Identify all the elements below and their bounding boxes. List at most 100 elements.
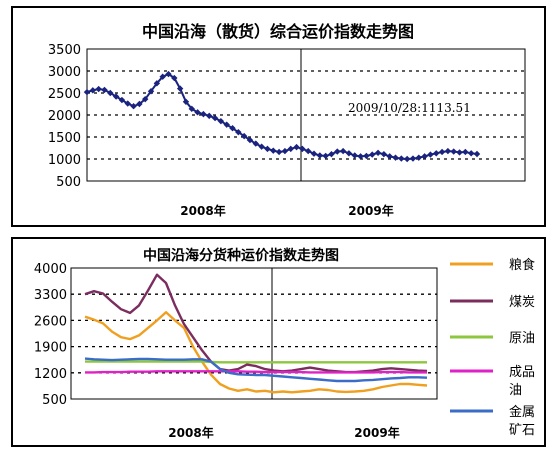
data-point bbox=[136, 100, 143, 108]
cargo-index-chart: 中国沿海分货种运价指数走势图 4000 3300 2600 1900 1200 500 200… bbox=[34, 247, 535, 440]
data-point bbox=[211, 114, 219, 122]
series-line-3 bbox=[85, 360, 427, 364]
data-point bbox=[223, 121, 230, 128]
data-point bbox=[159, 73, 166, 80]
data-point bbox=[456, 149, 463, 156]
legend-label-cont: 油 bbox=[509, 383, 522, 398]
composite-index-chart: 中国沿海（散货）综合运价指数走势图 3500 3000 2500 2000 1500 100… bbox=[48, 22, 526, 218]
y-tick-label: 2000 bbox=[48, 109, 81, 124]
data-point bbox=[83, 88, 91, 96]
composite-index-panel: 中国沿海（散货）综合运价指数走势图 3500 3000 2500 2000 1500 100… bbox=[11, 6, 546, 227]
legend-label: 成品 bbox=[509, 365, 535, 380]
y-tick-label: 500 bbox=[56, 175, 81, 190]
data-point bbox=[433, 150, 440, 157]
y-tick-label: 2600 bbox=[34, 314, 67, 329]
data-point bbox=[438, 148, 446, 156]
series-line-5 bbox=[84, 357, 428, 383]
data-point bbox=[357, 153, 364, 160]
data-point bbox=[165, 70, 172, 78]
legend-item: 成品油 bbox=[450, 365, 535, 398]
data-point bbox=[299, 145, 306, 153]
x-axis-label: 2009年 bbox=[348, 203, 393, 218]
x-axis-label: 2008年 bbox=[168, 425, 213, 440]
data-point bbox=[339, 147, 347, 155]
data-point bbox=[200, 110, 207, 118]
y-tick-label: 4000 bbox=[34, 262, 67, 277]
data-point bbox=[194, 109, 201, 116]
data-point bbox=[386, 153, 393, 160]
data-point bbox=[369, 151, 376, 158]
data-point bbox=[310, 150, 318, 157]
data-point bbox=[351, 152, 358, 159]
y-tick-label: 3500 bbox=[48, 43, 81, 58]
legend-label: 原油 bbox=[509, 331, 535, 346]
data-point bbox=[118, 96, 126, 104]
x-axis-label: 2008年 bbox=[180, 203, 225, 218]
data-point bbox=[188, 105, 195, 113]
last-value-annotation: 2009/10/28:1113.51 bbox=[348, 101, 471, 115]
series-line-2 bbox=[84, 273, 428, 374]
data-point bbox=[147, 88, 155, 95]
legend-label: 粮食 bbox=[509, 257, 535, 273]
series-line bbox=[86, 72, 478, 161]
data-point bbox=[112, 93, 120, 100]
chart-title: 中国沿海（散货）综合运价指数走势图 bbox=[142, 22, 414, 41]
data-point bbox=[153, 80, 161, 87]
data-point bbox=[252, 140, 260, 147]
data-point bbox=[462, 148, 469, 156]
data-point bbox=[107, 89, 114, 97]
data-point bbox=[444, 147, 452, 155]
data-point bbox=[467, 150, 475, 157]
y-tick-label: 1900 bbox=[34, 341, 67, 356]
y-tick-label: 2500 bbox=[48, 87, 81, 102]
data-point bbox=[380, 150, 388, 158]
legend-label-cont: 矿石 bbox=[509, 423, 535, 438]
data-point bbox=[217, 117, 225, 125]
data-point bbox=[316, 152, 324, 159]
y-tick-label: 3300 bbox=[34, 288, 67, 303]
series-line-4 bbox=[85, 370, 427, 374]
data-point bbox=[206, 112, 213, 120]
legend-item: 原油 bbox=[450, 331, 535, 346]
y-tick-label: 500 bbox=[42, 393, 67, 408]
data-point bbox=[235, 128, 242, 136]
data-point bbox=[275, 148, 283, 156]
data-point bbox=[363, 152, 370, 160]
data-point bbox=[89, 87, 97, 94]
data-point bbox=[246, 136, 254, 144]
data-point bbox=[101, 86, 108, 94]
data-point bbox=[176, 85, 184, 92]
data-point bbox=[171, 74, 178, 82]
y-tick-label: 1000 bbox=[48, 153, 81, 168]
data-point bbox=[415, 154, 422, 161]
data-point bbox=[345, 150, 353, 157]
y-tick-label: 3000 bbox=[48, 65, 81, 80]
data-point bbox=[403, 155, 411, 163]
data-point bbox=[229, 125, 236, 132]
data-point bbox=[95, 85, 102, 93]
data-point bbox=[182, 98, 190, 105]
series-line-1 bbox=[84, 310, 428, 394]
data-point bbox=[322, 152, 329, 160]
x-axis-label: 2009年 bbox=[354, 425, 399, 440]
data-point bbox=[130, 103, 137, 110]
legend-label: 金属 bbox=[509, 404, 535, 420]
data-point bbox=[427, 151, 434, 158]
data-point bbox=[374, 149, 382, 157]
data-point bbox=[450, 148, 457, 155]
data-point bbox=[328, 150, 335, 158]
plot-area bbox=[70, 267, 438, 400]
data-point bbox=[287, 145, 294, 153]
data-point bbox=[409, 155, 417, 162]
data-point bbox=[264, 145, 271, 153]
chart-title: 中国沿海分货种运价指数走势图 bbox=[143, 247, 339, 264]
data-point bbox=[304, 147, 312, 155]
y-tick-label: 1500 bbox=[48, 131, 81, 146]
cargo-index-panel: 中国沿海分货种运价指数走势图 4000 3300 2600 1900 1200 500 200… bbox=[11, 237, 546, 447]
legend-item: 粮食 bbox=[450, 257, 535, 273]
data-point bbox=[270, 147, 277, 154]
data-point bbox=[281, 147, 289, 155]
y-tick-label: 1200 bbox=[34, 367, 67, 382]
legend-label: 煤炭 bbox=[509, 295, 535, 310]
